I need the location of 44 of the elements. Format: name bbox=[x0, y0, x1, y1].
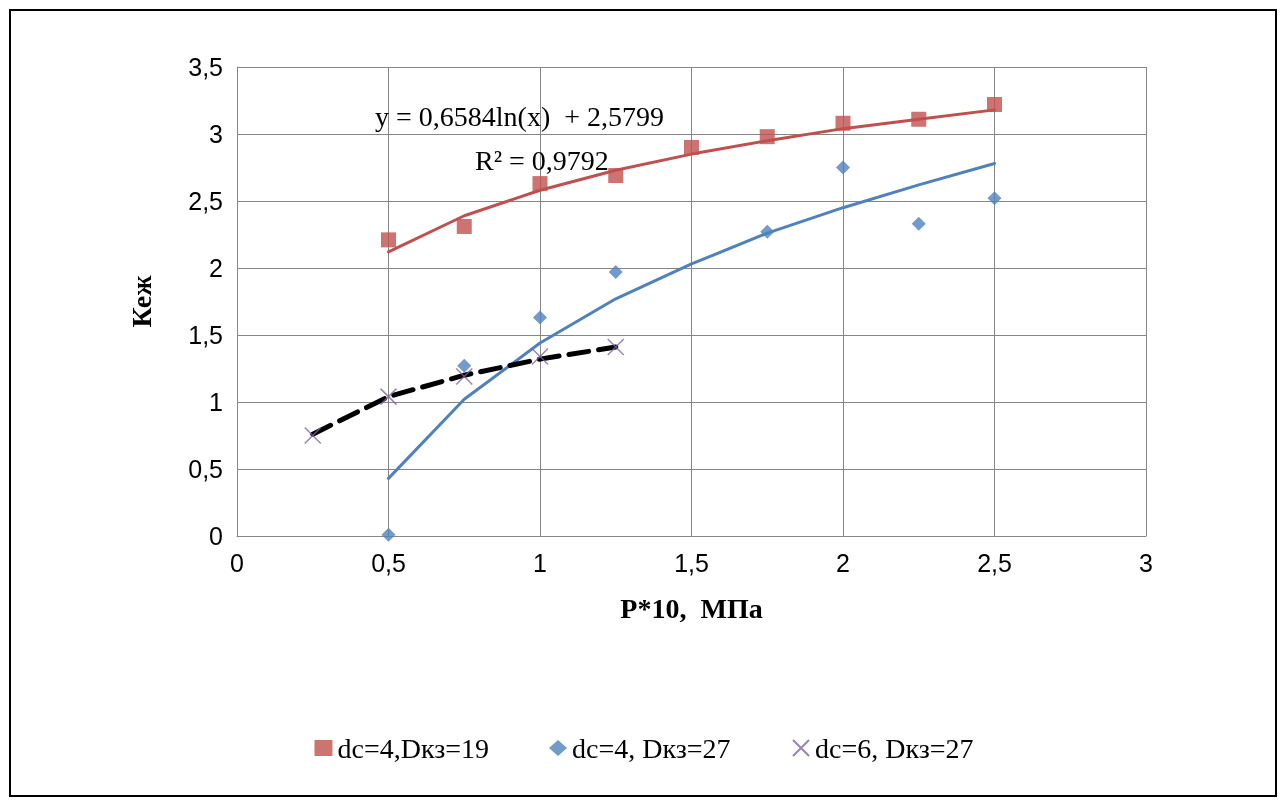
y-axis-title: Кеж bbox=[125, 274, 157, 328]
point bbox=[381, 527, 396, 542]
legend-label: dc=4, Dкз=27 bbox=[571, 732, 731, 764]
legend-label: dc=6, Dкз=27 bbox=[815, 732, 974, 764]
y-tick-label: 1,5 bbox=[188, 321, 223, 349]
point bbox=[381, 232, 396, 248]
y-tick-label: 3 bbox=[209, 120, 223, 148]
point bbox=[456, 218, 472, 234]
point bbox=[911, 216, 926, 231]
point bbox=[911, 111, 927, 127]
point bbox=[987, 97, 1002, 113]
point bbox=[759, 129, 775, 145]
point bbox=[531, 347, 549, 366]
point bbox=[304, 426, 322, 445]
y-tick-label: 2,5 bbox=[188, 187, 223, 215]
point bbox=[379, 387, 398, 406]
y-tick-label: 2 bbox=[209, 254, 223, 282]
point bbox=[987, 191, 1002, 206]
y-tick-label: 0,5 bbox=[188, 455, 223, 483]
point bbox=[608, 265, 623, 280]
point bbox=[607, 338, 625, 356]
point bbox=[532, 176, 548, 192]
point bbox=[835, 115, 851, 131]
point bbox=[455, 367, 473, 386]
x-tick-label: 3 bbox=[1139, 548, 1153, 577]
annotation: y = 0,6584ln(x) + 2,5799 bbox=[375, 100, 665, 132]
x-tick-label: 2,5 bbox=[977, 548, 1012, 577]
point bbox=[457, 358, 472, 373]
y-tick-label: 0 bbox=[209, 522, 223, 550]
x-axis-title: P*10, МПа bbox=[620, 592, 763, 624]
x-tick-label: 1,5 bbox=[674, 548, 709, 577]
point bbox=[836, 160, 850, 175]
x-tick-label: 0,5 bbox=[371, 548, 406, 577]
y-tick-label: 3,5 bbox=[188, 53, 223, 81]
point bbox=[608, 168, 624, 184]
x-tick-label: 0 bbox=[230, 548, 244, 577]
legend-label: dc=4,Dкз=19 bbox=[337, 732, 489, 764]
annotation: R² = 0,9792 bbox=[475, 144, 609, 176]
point bbox=[533, 310, 547, 325]
point bbox=[760, 224, 775, 239]
x-tick-label: 2 bbox=[836, 548, 850, 577]
y-tick-label: 1 bbox=[209, 388, 223, 416]
point bbox=[684, 139, 699, 155]
x-tick-label: 1 bbox=[533, 548, 547, 577]
